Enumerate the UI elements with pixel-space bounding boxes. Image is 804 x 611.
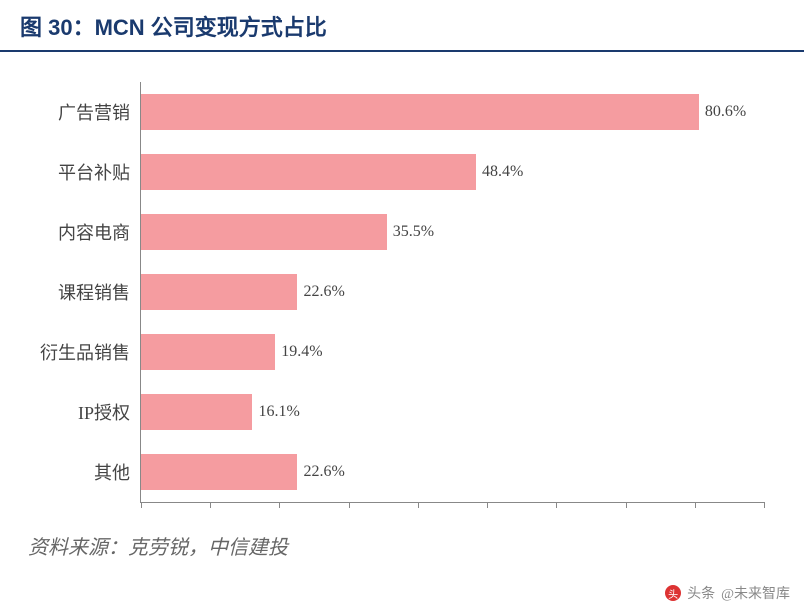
bar: 48.4% — [141, 154, 476, 190]
chart-area: 广告营销平台补贴内容电商课程销售衍生品销售IP授权其他 80.6% 48.4% 35… — [0, 52, 804, 513]
bar-value-label: 80.6% — [705, 103, 746, 121]
y-axis-labels: 广告营销平台补贴内容电商课程销售衍生品销售IP授权其他 — [20, 82, 140, 503]
source-area: 资料来源：克劳锐，中信建投 — [0, 513, 804, 560]
bar-value-label: 22.6% — [303, 283, 344, 301]
x-tick — [764, 502, 765, 508]
x-tick — [141, 502, 142, 508]
bar: 35.5% — [141, 214, 387, 250]
title-area: 图 30：MCN 公司变现方式占比 — [0, 0, 804, 52]
plot-area: 80.6% 48.4% 35.5% 22.6% 19.4% 16.1% 22.6% — [140, 82, 764, 503]
watermark-prefix: 头条 — [687, 583, 715, 603]
x-tick — [418, 502, 419, 508]
chart: 广告营销平台补贴内容电商课程销售衍生品销售IP授权其他 80.6% 48.4% 35… — [20, 82, 764, 503]
bar: 80.6% — [141, 94, 699, 130]
bar-row: 16.1% — [141, 382, 764, 442]
bar-value-label: 19.4% — [281, 343, 322, 361]
bar: 22.6% — [141, 454, 297, 490]
bar-row: 19.4% — [141, 322, 764, 382]
bar-row: 22.6% — [141, 442, 764, 502]
watermark-user: @未来智库 — [721, 583, 790, 603]
bars-container: 80.6% 48.4% 35.5% 22.6% 19.4% 16.1% 22.6% — [141, 82, 764, 502]
bar-value-label: 35.5% — [393, 223, 434, 241]
bar: 16.1% — [141, 394, 252, 430]
y-label: 内容电商 — [20, 202, 140, 262]
y-label: 课程销售 — [20, 262, 140, 322]
bar-value-label: 22.6% — [303, 463, 344, 481]
y-label: IP授权 — [20, 382, 140, 442]
toutiao-icon: 头 — [665, 585, 681, 601]
bar-value-label: 48.4% — [482, 163, 523, 181]
x-tick — [210, 502, 211, 508]
bar: 19.4% — [141, 334, 275, 370]
chart-title: 图 30：MCN 公司变现方式占比 — [20, 10, 784, 42]
bar-row: 80.6% — [141, 82, 764, 142]
y-label: 平台补贴 — [20, 142, 140, 202]
x-tick — [349, 502, 350, 508]
bar-row: 35.5% — [141, 202, 764, 262]
bar-row: 22.6% — [141, 262, 764, 322]
y-label: 衍生品销售 — [20, 322, 140, 382]
x-tick — [626, 502, 627, 508]
x-tick — [279, 502, 280, 508]
y-label: 其他 — [20, 442, 140, 502]
y-label: 广告营销 — [20, 82, 140, 142]
bar-row: 48.4% — [141, 142, 764, 202]
x-tick — [487, 502, 488, 508]
source-text: 资料来源：克劳锐，中信建投 — [28, 531, 784, 560]
bar-value-label: 16.1% — [258, 403, 299, 421]
x-tick — [695, 502, 696, 508]
watermark: 头 头条 @未来智库 — [665, 583, 790, 603]
x-tick — [556, 502, 557, 508]
bar: 22.6% — [141, 274, 297, 310]
